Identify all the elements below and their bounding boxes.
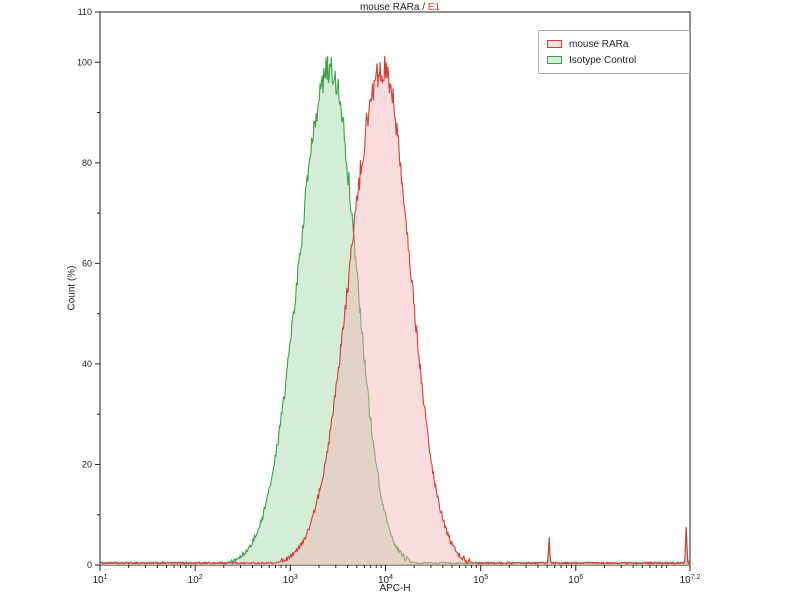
legend-swatch-green	[547, 56, 562, 64]
legend-item-isotype-control: Isotype Control	[547, 52, 681, 68]
x-tick-label: 102	[188, 574, 203, 586]
y-tick-label: 20	[82, 459, 92, 469]
legend: mouse RARa Isotype Control	[538, 30, 690, 74]
chart-title: mouse RARa / E1	[0, 2, 800, 13]
y-tick-label: 100	[77, 57, 92, 67]
x-axis-label: APC-H	[379, 583, 411, 594]
series-line-mouse-rara	[99, 55, 691, 565]
series-fill-mouse-rara	[100, 55, 690, 566]
chart-title-sample: mouse RARa /	[359, 2, 428, 13]
x-tick-label: 107.2	[680, 574, 701, 586]
y-tick-label: 40	[82, 359, 92, 369]
x-tick-label: 103	[283, 574, 298, 586]
chart-title-gate: E1	[427, 2, 441, 13]
y-tick-label: 110	[78, 7, 92, 17]
y-axis-label: Count (%)	[66, 265, 78, 311]
y-tick-label: 80	[82, 158, 92, 168]
plot-border	[99, 11, 691, 566]
legend-swatch-red	[547, 40, 562, 48]
legend-label-mouse-rara: mouse RARa	[569, 38, 629, 50]
x-tick-label: 104	[378, 574, 393, 586]
y-tick-label: 0	[87, 560, 92, 570]
x-tick-label: 106	[568, 574, 583, 586]
x-axis	[99, 565, 691, 571]
x-tick-label: 101	[92, 574, 107, 586]
y-axis	[95, 11, 100, 566]
y-tick-label: 60	[82, 258, 92, 268]
x-tick-label: 105	[473, 574, 488, 586]
legend-item-mouse-rara: mouse RARa	[547, 36, 681, 52]
legend-label-isotype-control: Isotype Control	[569, 54, 637, 66]
